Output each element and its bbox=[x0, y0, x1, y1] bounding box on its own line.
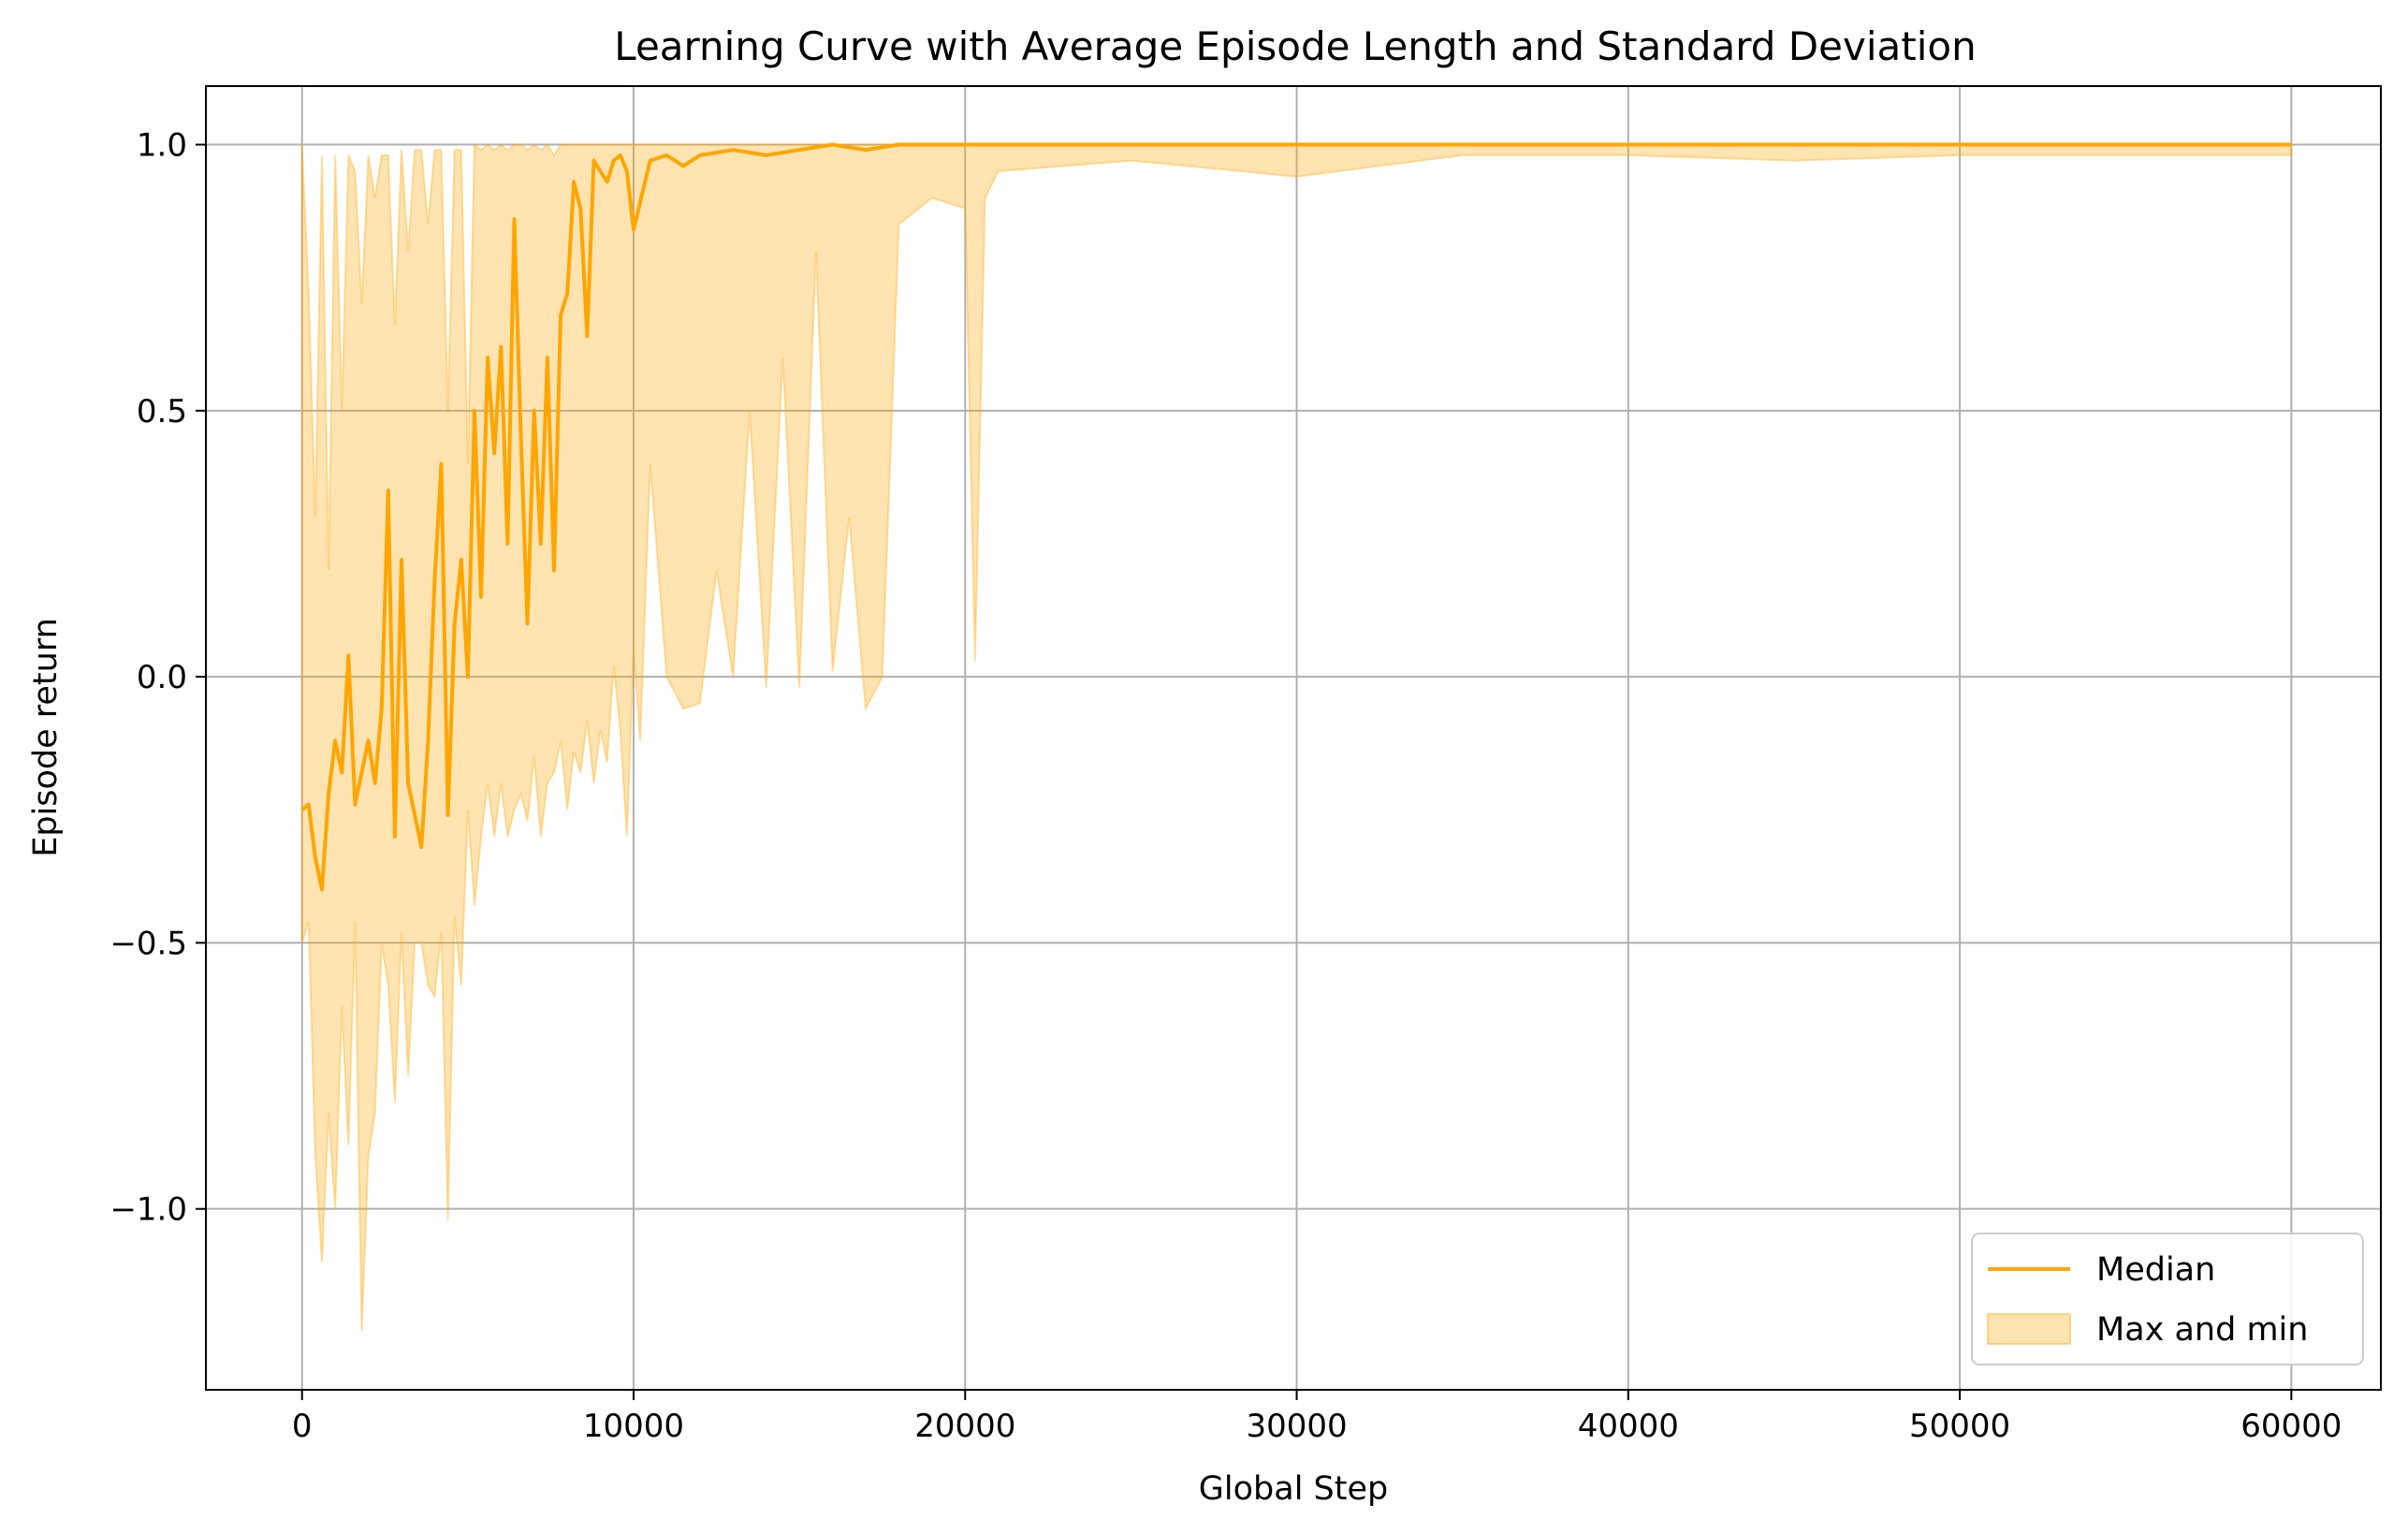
y-tick-label: −0.5 bbox=[109, 925, 187, 962]
x-axis-label: Global Step bbox=[1199, 1470, 1388, 1508]
x-tick-label: 10000 bbox=[583, 1408, 684, 1445]
legend-band-label: Max and min bbox=[2096, 1311, 2308, 1349]
x-axis-ticks: 0 10000 20000 30000 40000 50000 60000 bbox=[292, 1390, 2342, 1445]
line-layer bbox=[300, 142, 2292, 892]
grid-layer bbox=[206, 86, 2381, 1390]
chart-title: Learning Curve with Average Episode Leng… bbox=[614, 23, 1976, 69]
y-tick-label: 0.5 bbox=[137, 393, 187, 431]
legend-band-swatch bbox=[1987, 1313, 2071, 1345]
x-tick-label: 0 bbox=[292, 1408, 313, 1445]
legend-box bbox=[1971, 1233, 2364, 1365]
legend-median-label: Median bbox=[2096, 1251, 2215, 1289]
x-tick-label: 50000 bbox=[1909, 1408, 2010, 1445]
y-axis-label: Episode return bbox=[27, 618, 65, 857]
y-tick-label: 1.0 bbox=[137, 127, 187, 165]
axes-frame bbox=[205, 85, 2382, 1391]
y-axis-ticks: −1.0 −0.5 0.0 0.5 1.0 bbox=[109, 127, 206, 1229]
x-tick-label: 60000 bbox=[2240, 1408, 2342, 1445]
max-min-band bbox=[300, 142, 2293, 1332]
plot-area bbox=[205, 85, 2382, 1391]
x-tick-label: 20000 bbox=[914, 1408, 1015, 1445]
legend: Median Max and min bbox=[1971, 1233, 2364, 1365]
x-tick-label: 30000 bbox=[1246, 1408, 1347, 1445]
median-line bbox=[300, 142, 2292, 892]
y-tick-label: 0.0 bbox=[137, 659, 187, 696]
x-tick-label: 40000 bbox=[1578, 1408, 1679, 1445]
y-tick-label: −1.0 bbox=[109, 1191, 187, 1229]
band-layer bbox=[300, 142, 2293, 1332]
